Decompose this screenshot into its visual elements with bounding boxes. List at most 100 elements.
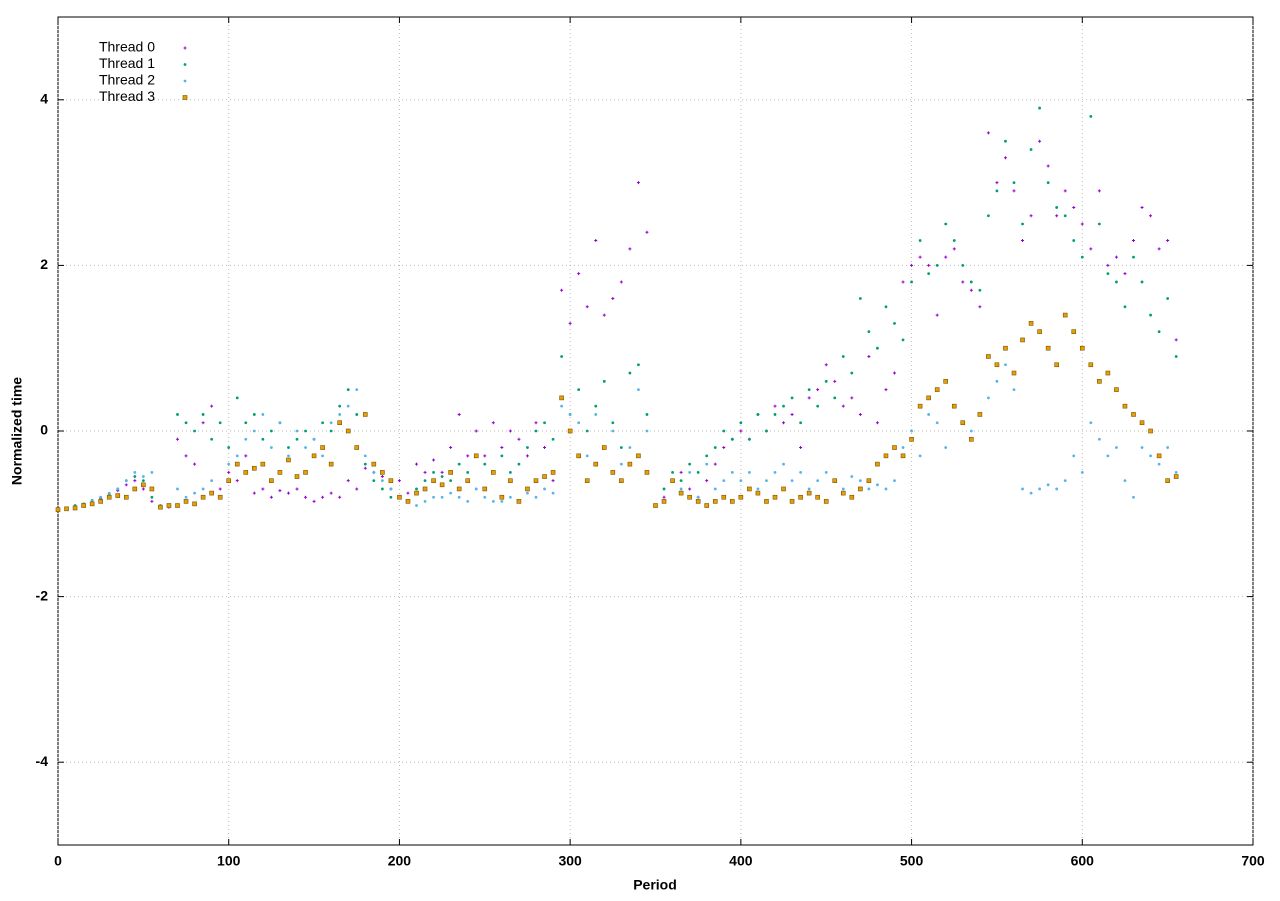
point (816, 479, 820, 483)
point (910, 429, 913, 433)
point (1080, 222, 1084, 226)
point (1149, 454, 1152, 458)
point (1115, 280, 1118, 284)
point (577, 421, 581, 425)
point (772, 494, 778, 500)
point (747, 471, 751, 474)
point (567, 428, 573, 434)
point (483, 462, 487, 466)
point (405, 499, 411, 504)
point (1063, 479, 1067, 483)
point (1037, 329, 1042, 334)
point (926, 395, 931, 401)
point (98, 499, 103, 504)
point (876, 483, 879, 487)
x-tick-label: 500 (900, 853, 924, 869)
point (901, 338, 905, 342)
point (372, 471, 376, 474)
point (423, 479, 427, 483)
y-tick-label: 2 (40, 256, 48, 272)
point (730, 437, 734, 441)
point (449, 446, 453, 450)
point (209, 490, 214, 496)
point (610, 470, 616, 475)
point (193, 491, 196, 495)
point (473, 453, 479, 459)
point (320, 445, 325, 450)
point (824, 471, 828, 474)
point (431, 478, 436, 483)
point (1020, 337, 1025, 343)
point (713, 462, 717, 466)
point (1173, 474, 1179, 479)
point (893, 479, 896, 483)
point (875, 461, 880, 467)
point (1140, 446, 1144, 449)
point (893, 371, 896, 375)
point (867, 354, 871, 358)
point (355, 487, 359, 491)
point (543, 487, 546, 491)
point (176, 437, 179, 441)
point (636, 181, 640, 185)
point (499, 494, 505, 500)
point (730, 499, 735, 504)
point (782, 462, 785, 466)
point (637, 388, 640, 391)
point (705, 479, 709, 483)
point (1045, 345, 1051, 351)
point (166, 503, 172, 508)
point (338, 404, 342, 408)
point (661, 499, 667, 504)
point (295, 437, 299, 441)
point (483, 495, 487, 499)
point (986, 131, 990, 135)
point (432, 471, 435, 474)
point (355, 413, 359, 416)
point (1123, 479, 1127, 483)
point (252, 491, 256, 495)
point (790, 396, 794, 400)
legend-label: Thread 0 (99, 39, 155, 55)
point (1055, 487, 1059, 491)
point (1055, 214, 1059, 218)
point (500, 446, 504, 450)
y-tick-label: -2 (36, 587, 49, 603)
point (1080, 471, 1084, 474)
point (184, 495, 188, 499)
point (55, 507, 61, 512)
point (500, 454, 504, 458)
point (849, 494, 855, 500)
point (551, 437, 555, 441)
point (243, 470, 249, 475)
point (269, 478, 274, 483)
point (858, 486, 863, 492)
point (132, 486, 138, 492)
point (909, 436, 914, 442)
point (533, 478, 539, 483)
point (252, 413, 256, 416)
point (952, 239, 956, 242)
point (72, 505, 78, 511)
point (329, 421, 333, 425)
point (252, 465, 257, 471)
point (824, 363, 828, 367)
point (636, 453, 641, 459)
point (201, 487, 205, 491)
point (210, 479, 214, 483)
point (832, 478, 838, 483)
point (466, 471, 470, 474)
point (414, 490, 419, 496)
x-tick-label: 600 (1071, 853, 1095, 869)
point (141, 487, 145, 491)
point (123, 494, 129, 500)
point (628, 247, 632, 251)
point (321, 421, 325, 425)
point (491, 470, 496, 475)
point (184, 454, 188, 458)
point (705, 454, 709, 458)
point (287, 454, 290, 458)
point (1106, 272, 1110, 276)
point (311, 453, 317, 459)
point (576, 453, 581, 459)
